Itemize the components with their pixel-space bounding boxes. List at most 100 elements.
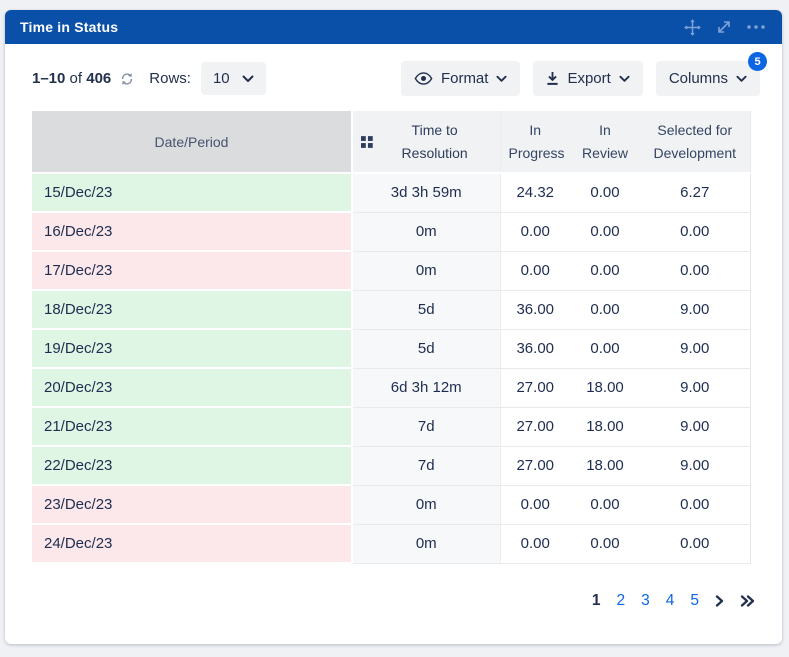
in-review-cell: 18.00	[570, 407, 640, 446]
more-icon[interactable]	[746, 24, 766, 30]
move-icon[interactable]	[683, 18, 702, 37]
gadget-title: Time in Status	[20, 19, 118, 35]
table-row: 18/Dec/23 5d 36.00 0.00 9.00	[32, 290, 750, 329]
date-cell: 18/Dec/23	[32, 290, 352, 329]
table-body: 15/Dec/23 3d 3h 59m 24.32 0.00 6.27 16/D…	[32, 173, 750, 563]
resolution-cell: 3d 3h 59m	[352, 173, 500, 212]
next-page-icon[interactable]	[715, 595, 724, 607]
table-header-row: Date/Period Time to Resolution In Progre…	[32, 111, 750, 173]
page-link[interactable]: 3	[641, 592, 650, 610]
date-cell: 15/Dec/23	[32, 173, 352, 212]
table-row: 17/Dec/23 0m 0.00 0.00 0.00	[32, 251, 750, 290]
selected-cell: 0.00	[640, 524, 750, 563]
resolution-cell: 5d	[352, 290, 500, 329]
table-row: 22/Dec/23 7d 27.00 18.00 9.00	[32, 446, 750, 485]
in-review-cell: 18.00	[570, 368, 640, 407]
columns-count-badge: 5	[748, 52, 767, 71]
selected-cell: 9.00	[640, 446, 750, 485]
table-row: 21/Dec/23 7d 27.00 18.00 9.00	[32, 407, 750, 446]
page-link[interactable]: 2	[617, 592, 626, 610]
table-row: 15/Dec/23 3d 3h 59m 24.32 0.00 6.27	[32, 173, 750, 212]
resolution-cell: 6d 3h 12m	[352, 368, 500, 407]
rows-per-page-value: 10	[213, 70, 230, 87]
resolution-cell: 0m	[352, 251, 500, 290]
selected-cell: 9.00	[640, 368, 750, 407]
page-link[interactable]: 4	[666, 592, 675, 610]
in-progress-cell: 0.00	[500, 251, 570, 290]
header-time-to-resolution[interactable]: Time to Resolution	[352, 111, 500, 173]
date-cell: 17/Dec/23	[32, 251, 352, 290]
date-cell: 21/Dec/23	[32, 407, 352, 446]
in-progress-cell: 27.00	[500, 368, 570, 407]
in-review-cell: 0.00	[570, 329, 640, 368]
selected-cell: 0.00	[640, 485, 750, 524]
date-cell: 23/Dec/23	[32, 485, 352, 524]
date-cell: 20/Dec/23	[32, 368, 352, 407]
table-row: 16/Dec/23 0m 0.00 0.00 0.00	[32, 212, 750, 251]
rows-per-page-select[interactable]: 10	[201, 62, 266, 95]
selected-cell: 0.00	[640, 251, 750, 290]
selected-cell: 6.27	[640, 173, 750, 212]
in-progress-cell: 0.00	[500, 485, 570, 524]
table-row: 19/Dec/23 5d 36.00 0.00 9.00	[32, 329, 750, 368]
table-row: 20/Dec/23 6d 3h 12m 27.00 18.00 9.00	[32, 368, 750, 407]
last-page-icon[interactable]	[740, 595, 755, 607]
pagination-summary: 1–10 of 406 Rows: 10	[32, 62, 266, 95]
titlebar-icons	[683, 18, 766, 37]
toolbar-buttons: Format Export Columns 5	[401, 61, 760, 96]
header-selected-for-development: Selected for Development	[640, 111, 750, 173]
row-range-text: 1–10 of 406	[32, 70, 111, 87]
page-link[interactable]: 5	[690, 592, 699, 610]
resolution-cell: 0m	[352, 485, 500, 524]
date-cell: 22/Dec/23	[32, 446, 352, 485]
in-review-cell: 0.00	[570, 290, 640, 329]
resolution-cell: 5d	[352, 329, 500, 368]
format-button[interactable]: Format	[401, 61, 521, 96]
rows-label: Rows:	[149, 70, 191, 87]
in-progress-cell: 27.00	[500, 407, 570, 446]
in-review-cell: 18.00	[570, 446, 640, 485]
chevron-down-icon	[496, 75, 507, 83]
selected-cell: 9.00	[640, 290, 750, 329]
toolbar: 1–10 of 406 Rows: 10 F	[5, 44, 782, 111]
table-row: 23/Dec/23 0m 0.00 0.00 0.00	[32, 485, 750, 524]
selected-cell: 9.00	[640, 329, 750, 368]
chevron-down-icon	[619, 75, 630, 83]
table-row: 24/Dec/23 0m 0.00 0.00 0.00	[32, 524, 750, 563]
in-review-cell: 0.00	[570, 485, 640, 524]
time-in-status-gadget: Time in Status	[5, 10, 782, 644]
in-progress-cell: 0.00	[500, 212, 570, 251]
date-cell: 16/Dec/23	[32, 212, 352, 251]
selected-cell: 9.00	[640, 407, 750, 446]
pagination: 1 2 3 4 5	[5, 592, 755, 610]
in-progress-cell: 0.00	[500, 524, 570, 563]
in-review-cell: 0.00	[570, 173, 640, 212]
gadget-titlebar: Time in Status	[5, 10, 782, 44]
drag-handle-icon	[361, 136, 373, 148]
in-progress-cell: 36.00	[500, 329, 570, 368]
header-in-progress: In Progress	[500, 111, 570, 173]
chevron-down-icon	[242, 75, 254, 83]
chevron-down-icon	[736, 75, 747, 83]
in-review-cell: 0.00	[570, 251, 640, 290]
resolution-cell: 0m	[352, 524, 500, 563]
date-cell: 24/Dec/23	[32, 524, 352, 563]
resize-icon[interactable]	[716, 19, 732, 35]
resolution-cell: 7d	[352, 446, 500, 485]
in-progress-cell: 27.00	[500, 446, 570, 485]
in-review-cell: 0.00	[570, 524, 640, 563]
refresh-icon[interactable]	[119, 71, 135, 87]
in-review-cell: 0.00	[570, 212, 640, 251]
columns-button[interactable]: Columns 5	[656, 61, 760, 96]
resolution-cell: 7d	[352, 407, 500, 446]
selected-cell: 0.00	[640, 212, 750, 251]
page-current[interactable]: 1	[592, 592, 601, 610]
header-date-period: Date/Period	[32, 111, 352, 173]
date-cell: 19/Dec/23	[32, 329, 352, 368]
header-in-review: In Review	[570, 111, 640, 173]
time-in-status-table: Date/Period Time to Resolution In Progre…	[32, 111, 751, 564]
resolution-cell: 0m	[352, 212, 500, 251]
download-icon	[546, 71, 559, 86]
export-button[interactable]: Export	[533, 61, 642, 96]
in-progress-cell: 24.32	[500, 173, 570, 212]
